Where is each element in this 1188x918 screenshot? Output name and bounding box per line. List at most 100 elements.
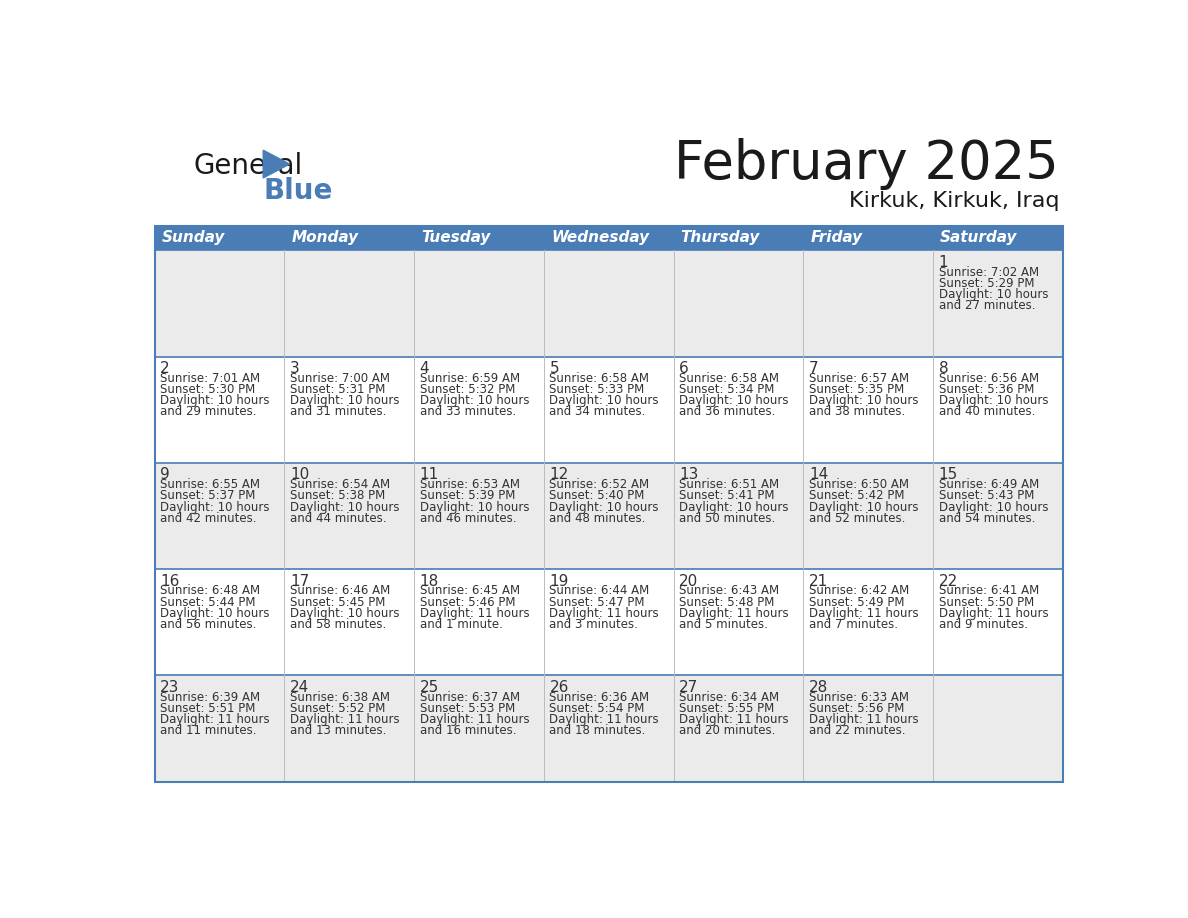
Text: and 42 minutes.: and 42 minutes. (160, 511, 257, 525)
Text: 3: 3 (290, 361, 299, 376)
Text: Daylight: 11 hours: Daylight: 11 hours (549, 607, 659, 620)
Text: Sunrise: 6:56 AM: Sunrise: 6:56 AM (939, 372, 1038, 385)
Text: Sunset: 5:47 PM: Sunset: 5:47 PM (549, 596, 645, 609)
Text: Sunset: 5:31 PM: Sunset: 5:31 PM (290, 383, 385, 397)
Text: Sunrise: 6:45 AM: Sunrise: 6:45 AM (419, 585, 520, 598)
Text: Wednesday: Wednesday (551, 230, 649, 245)
Text: 25: 25 (419, 680, 438, 695)
Text: Sunrise: 7:02 AM: Sunrise: 7:02 AM (939, 265, 1038, 279)
Text: and 5 minutes.: and 5 minutes. (680, 618, 767, 631)
Text: Sunrise: 6:58 AM: Sunrise: 6:58 AM (549, 372, 650, 385)
Text: Saturday: Saturday (940, 230, 1018, 245)
Text: and 54 minutes.: and 54 minutes. (939, 511, 1035, 525)
Text: and 33 minutes.: and 33 minutes. (419, 406, 516, 419)
Text: Daylight: 10 hours: Daylight: 10 hours (809, 395, 918, 408)
Text: Daylight: 11 hours: Daylight: 11 hours (290, 713, 399, 726)
Bar (154, 251, 1063, 356)
Text: and 46 minutes.: and 46 minutes. (419, 511, 516, 525)
Text: Sunset: 5:48 PM: Sunset: 5:48 PM (680, 596, 775, 609)
Text: 13: 13 (680, 467, 699, 483)
Text: 1: 1 (939, 255, 948, 270)
Text: Sunset: 5:46 PM: Sunset: 5:46 PM (419, 596, 516, 609)
Text: Sunset: 5:45 PM: Sunset: 5:45 PM (290, 596, 385, 609)
Text: Sunrise: 6:46 AM: Sunrise: 6:46 AM (290, 585, 390, 598)
Text: 21: 21 (809, 574, 828, 588)
Text: Friday: Friday (810, 230, 862, 245)
Text: Sunrise: 6:57 AM: Sunrise: 6:57 AM (809, 372, 909, 385)
Text: Blue: Blue (264, 177, 333, 205)
Text: Sunset: 5:41 PM: Sunset: 5:41 PM (680, 489, 775, 502)
Text: Daylight: 10 hours: Daylight: 10 hours (939, 288, 1048, 301)
Text: Daylight: 10 hours: Daylight: 10 hours (160, 607, 270, 620)
Text: 23: 23 (160, 680, 179, 695)
Text: Sunset: 5:50 PM: Sunset: 5:50 PM (939, 596, 1034, 609)
Text: Daylight: 10 hours: Daylight: 10 hours (549, 395, 659, 408)
Text: and 11 minutes.: and 11 minutes. (160, 724, 257, 737)
Bar (154, 226, 1063, 781)
Text: Sunset: 5:32 PM: Sunset: 5:32 PM (419, 383, 516, 397)
Text: Sunset: 5:39 PM: Sunset: 5:39 PM (419, 489, 516, 502)
Text: Sunrise: 6:49 AM: Sunrise: 6:49 AM (939, 478, 1040, 491)
Text: Sunset: 5:53 PM: Sunset: 5:53 PM (419, 702, 514, 715)
Text: Daylight: 10 hours: Daylight: 10 hours (939, 500, 1048, 513)
Text: Daylight: 10 hours: Daylight: 10 hours (680, 395, 789, 408)
Text: Sunset: 5:43 PM: Sunset: 5:43 PM (939, 489, 1034, 502)
Text: Sunset: 5:38 PM: Sunset: 5:38 PM (290, 489, 385, 502)
Text: Sunrise: 6:51 AM: Sunrise: 6:51 AM (680, 478, 779, 491)
Text: and 48 minutes.: and 48 minutes. (549, 511, 646, 525)
Text: Daylight: 11 hours: Daylight: 11 hours (680, 607, 789, 620)
Text: Daylight: 11 hours: Daylight: 11 hours (419, 713, 530, 726)
Bar (154, 226, 1063, 251)
Text: 24: 24 (290, 680, 309, 695)
Text: and 27 minutes.: and 27 minutes. (939, 299, 1035, 312)
Text: and 40 minutes.: and 40 minutes. (939, 406, 1035, 419)
Text: 22: 22 (939, 574, 958, 588)
Text: and 31 minutes.: and 31 minutes. (290, 406, 386, 419)
Text: Sunset: 5:42 PM: Sunset: 5:42 PM (809, 489, 904, 502)
Text: and 7 minutes.: and 7 minutes. (809, 618, 898, 631)
Text: Thursday: Thursday (681, 230, 760, 245)
Text: February 2025: February 2025 (675, 138, 1060, 190)
Text: 28: 28 (809, 680, 828, 695)
Text: Sunset: 5:40 PM: Sunset: 5:40 PM (549, 489, 645, 502)
Text: 20: 20 (680, 574, 699, 588)
Text: Sunset: 5:52 PM: Sunset: 5:52 PM (290, 702, 385, 715)
Text: Sunset: 5:49 PM: Sunset: 5:49 PM (809, 596, 904, 609)
Text: Sunrise: 6:37 AM: Sunrise: 6:37 AM (419, 690, 520, 704)
Text: Daylight: 11 hours: Daylight: 11 hours (160, 713, 270, 726)
Text: Sunset: 5:54 PM: Sunset: 5:54 PM (549, 702, 645, 715)
Text: Daylight: 10 hours: Daylight: 10 hours (419, 395, 529, 408)
Text: Sunday: Sunday (162, 230, 225, 245)
Text: Sunrise: 6:34 AM: Sunrise: 6:34 AM (680, 690, 779, 704)
Text: 12: 12 (549, 467, 569, 483)
Text: and 22 minutes.: and 22 minutes. (809, 724, 905, 737)
Text: Sunrise: 6:59 AM: Sunrise: 6:59 AM (419, 372, 520, 385)
Text: 18: 18 (419, 574, 438, 588)
Text: Daylight: 11 hours: Daylight: 11 hours (549, 713, 659, 726)
Text: 8: 8 (939, 361, 948, 376)
Text: and 20 minutes.: and 20 minutes. (680, 724, 776, 737)
Text: and 1 minute.: and 1 minute. (419, 618, 503, 631)
Text: 5: 5 (549, 361, 560, 376)
Text: Sunset: 5:37 PM: Sunset: 5:37 PM (160, 489, 255, 502)
Text: Daylight: 10 hours: Daylight: 10 hours (290, 607, 399, 620)
Bar (154, 569, 1063, 676)
Text: Daylight: 10 hours: Daylight: 10 hours (549, 500, 659, 513)
Text: and 18 minutes.: and 18 minutes. (549, 724, 646, 737)
Text: Sunset: 5:30 PM: Sunset: 5:30 PM (160, 383, 255, 397)
Text: Sunset: 5:35 PM: Sunset: 5:35 PM (809, 383, 904, 397)
Text: 16: 16 (160, 574, 179, 588)
Text: Daylight: 10 hours: Daylight: 10 hours (290, 500, 399, 513)
Text: 4: 4 (419, 361, 429, 376)
Text: Tuesday: Tuesday (422, 230, 491, 245)
Text: Sunrise: 6:58 AM: Sunrise: 6:58 AM (680, 372, 779, 385)
Text: Kirkuk, Kirkuk, Iraq: Kirkuk, Kirkuk, Iraq (848, 191, 1060, 211)
Text: Sunrise: 7:01 AM: Sunrise: 7:01 AM (160, 372, 260, 385)
Text: Sunrise: 6:33 AM: Sunrise: 6:33 AM (809, 690, 909, 704)
Text: Monday: Monday (291, 230, 359, 245)
Text: 15: 15 (939, 467, 958, 483)
Bar (154, 463, 1063, 569)
Text: 27: 27 (680, 680, 699, 695)
Text: 7: 7 (809, 361, 819, 376)
Text: Sunrise: 7:00 AM: Sunrise: 7:00 AM (290, 372, 390, 385)
